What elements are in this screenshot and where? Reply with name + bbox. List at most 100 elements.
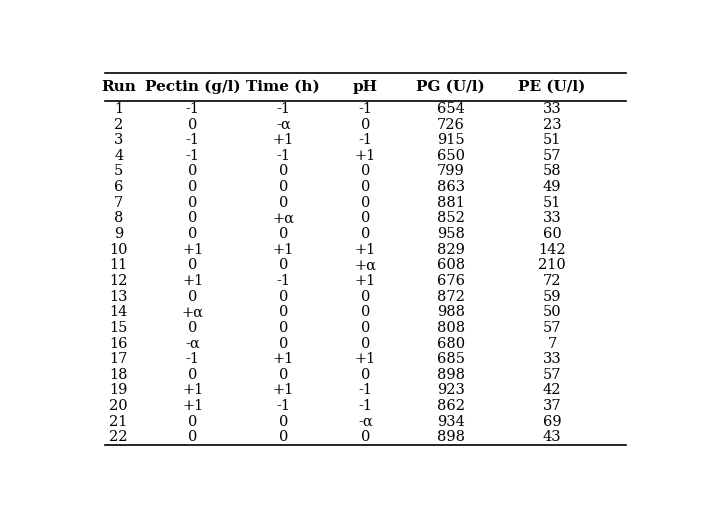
Text: 0: 0 [188, 227, 198, 241]
Text: +1: +1 [355, 352, 376, 366]
Text: +α: +α [355, 258, 377, 272]
Text: 8: 8 [114, 211, 123, 225]
Text: 210: 210 [538, 258, 566, 272]
Text: 958: 958 [437, 227, 464, 241]
Text: 0: 0 [279, 415, 288, 429]
Text: 19: 19 [110, 383, 128, 398]
Text: -1: -1 [358, 102, 372, 116]
Text: 21: 21 [110, 415, 128, 429]
Text: 0: 0 [279, 368, 288, 382]
Text: +1: +1 [273, 383, 294, 398]
Text: 57: 57 [543, 321, 561, 335]
Text: 10: 10 [110, 243, 128, 257]
Text: 872: 872 [437, 290, 464, 303]
Text: 0: 0 [188, 180, 198, 194]
Text: 16: 16 [110, 336, 128, 351]
Text: 0: 0 [188, 164, 198, 179]
Text: -1: -1 [358, 399, 372, 413]
Text: 881: 881 [437, 196, 464, 210]
Text: -1: -1 [276, 102, 290, 116]
Text: 69: 69 [543, 415, 561, 429]
Text: 988: 988 [437, 305, 464, 319]
Text: 0: 0 [279, 164, 288, 179]
Text: 0: 0 [188, 321, 198, 335]
Text: 43: 43 [543, 430, 561, 444]
Text: 654: 654 [437, 102, 464, 116]
Text: +1: +1 [182, 399, 203, 413]
Text: 0: 0 [279, 180, 288, 194]
Text: 0: 0 [361, 211, 370, 225]
Text: 0: 0 [279, 196, 288, 210]
Text: -1: -1 [358, 133, 372, 147]
Text: 608: 608 [437, 258, 464, 272]
Text: +α: +α [273, 211, 295, 225]
Text: 0: 0 [361, 305, 370, 319]
Text: 33: 33 [543, 352, 561, 366]
Text: 7: 7 [547, 336, 556, 351]
Text: 1: 1 [114, 102, 123, 116]
Text: 37: 37 [543, 399, 561, 413]
Text: 0: 0 [279, 305, 288, 319]
Text: 0: 0 [279, 227, 288, 241]
Text: Time (h): Time (h) [246, 80, 320, 94]
Text: +1: +1 [182, 274, 203, 288]
Text: 0: 0 [361, 164, 370, 179]
Text: 0: 0 [188, 118, 198, 131]
Text: 6: 6 [114, 180, 123, 194]
Text: 4: 4 [114, 149, 123, 163]
Text: 808: 808 [437, 321, 464, 335]
Text: 11: 11 [110, 258, 128, 272]
Text: -1: -1 [185, 133, 200, 147]
Text: 0: 0 [361, 180, 370, 194]
Text: 0: 0 [279, 258, 288, 272]
Text: 9: 9 [114, 227, 123, 241]
Text: 0: 0 [279, 430, 288, 444]
Text: 898: 898 [437, 430, 464, 444]
Text: 5: 5 [114, 164, 123, 179]
Text: 0: 0 [279, 290, 288, 303]
Text: +1: +1 [182, 243, 203, 257]
Text: 23: 23 [543, 118, 561, 131]
Text: Run: Run [101, 80, 136, 94]
Text: 50: 50 [543, 305, 561, 319]
Text: -1: -1 [276, 274, 290, 288]
Text: 17: 17 [110, 352, 128, 366]
Text: -1: -1 [276, 149, 290, 163]
Text: pH: pH [353, 80, 378, 94]
Text: -α: -α [358, 415, 373, 429]
Text: 42: 42 [543, 383, 561, 398]
Text: 0: 0 [361, 368, 370, 382]
Text: 0: 0 [188, 211, 198, 225]
Text: 57: 57 [543, 368, 561, 382]
Text: 915: 915 [437, 133, 464, 147]
Text: +1: +1 [273, 133, 294, 147]
Text: -1: -1 [185, 352, 200, 366]
Text: +α: +α [182, 305, 204, 319]
Text: 799: 799 [437, 164, 464, 179]
Text: 0: 0 [188, 430, 198, 444]
Text: 22: 22 [110, 430, 128, 444]
Text: 13: 13 [110, 290, 128, 303]
Text: PE (U/l): PE (U/l) [518, 80, 586, 94]
Text: 0: 0 [361, 227, 370, 241]
Text: -1: -1 [276, 399, 290, 413]
Text: 863: 863 [437, 180, 464, 194]
Text: +1: +1 [273, 352, 294, 366]
Text: 57: 57 [543, 149, 561, 163]
Text: 72: 72 [543, 274, 561, 288]
Text: +1: +1 [273, 243, 294, 257]
Text: 685: 685 [437, 352, 464, 366]
Text: 0: 0 [188, 258, 198, 272]
Text: 15: 15 [110, 321, 128, 335]
Text: 726: 726 [437, 118, 464, 131]
Text: 20: 20 [109, 399, 128, 413]
Text: 49: 49 [543, 180, 561, 194]
Text: Pectin (g/l): Pectin (g/l) [145, 80, 241, 94]
Text: -α: -α [276, 118, 291, 131]
Text: 0: 0 [361, 336, 370, 351]
Text: -1: -1 [185, 102, 200, 116]
Text: 142: 142 [538, 243, 566, 257]
Text: -1: -1 [358, 383, 372, 398]
Text: 14: 14 [110, 305, 128, 319]
Text: 59: 59 [543, 290, 561, 303]
